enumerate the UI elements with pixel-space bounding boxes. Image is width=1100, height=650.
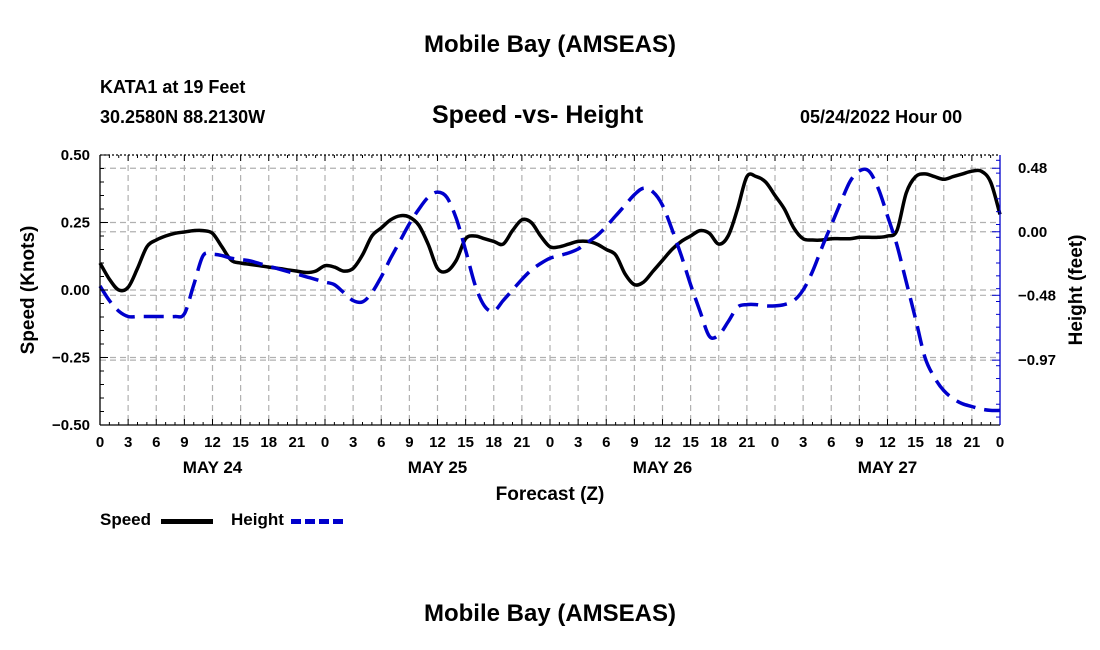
x-tick-label: 6 <box>827 434 835 451</box>
x-tick-label: 0 <box>546 434 554 451</box>
day-label: MAY 27 <box>858 458 918 477</box>
x-tick-label: 9 <box>405 434 413 451</box>
y-tick-label: 0.25 <box>61 215 90 232</box>
legend-speed-label: Speed <box>100 510 152 529</box>
x-tick-label: 9 <box>180 434 188 451</box>
station-coordinates: 30.2580N 88.2130W <box>100 107 266 127</box>
y-tick-label: 0.00 <box>61 282 90 299</box>
chart-subtitle: Speed -vs- Height <box>432 101 644 129</box>
axes: 0 3 6 9 12 15 18 21 0 3 6 9 12 15 18 21 0 3 6 9 12 15 18 21 0 3 6 9… <box>52 147 1056 477</box>
y-tick-label: −0.25 <box>52 350 90 367</box>
grid-lines <box>100 155 1000 425</box>
day-label: MAY 25 <box>408 458 468 477</box>
x-tick-label: 0 <box>996 434 1004 451</box>
chart-title-top: Mobile Bay (AMSEAS) <box>423 31 677 58</box>
y-tick-label: −0.50 <box>52 417 90 434</box>
legend-speed-swatch <box>161 519 213 524</box>
x-tick-label: 9 <box>855 434 863 451</box>
x-tick-label: 3 <box>799 434 807 451</box>
x-tick-label: 6 <box>602 434 610 451</box>
legend-height-label: Height <box>231 510 284 529</box>
x-tick-label: 21 <box>289 434 306 451</box>
x-tick-label: 15 <box>232 434 249 451</box>
x-tick-label: 15 <box>682 434 699 451</box>
x-tick-label: 21 <box>514 434 531 451</box>
x-tick-label: 3 <box>574 434 582 451</box>
x-tick-label: 21 <box>739 434 756 451</box>
x-tick-label: 9 <box>630 434 638 451</box>
y-tick-label: 0.50 <box>61 147 90 164</box>
x-tick-label: 12 <box>879 434 896 451</box>
y-axis-label: Speed (Knots) <box>18 226 39 355</box>
x-tick-label: 6 <box>152 434 160 451</box>
legend-height-swatch <box>291 519 343 524</box>
x-tick-label: 18 <box>935 434 952 451</box>
x-tick-label: 3 <box>349 434 357 451</box>
y2-tick-label: 0.00 <box>1018 224 1047 241</box>
x-tick-label: 18 <box>485 434 502 451</box>
x-axis-label: Forecast (Z) <box>496 484 605 505</box>
series-line-height <box>98 167 1001 413</box>
x-tick-label: 12 <box>654 434 671 451</box>
y2-axis-label: Height (feet) <box>1066 235 1087 346</box>
x-tick-label: 18 <box>260 434 277 451</box>
x-tick-label: 0 <box>771 434 779 451</box>
x-tick-label: 0 <box>321 434 329 451</box>
y2-tick-label: −0.48 <box>1018 287 1056 304</box>
x-tick-label: 6 <box>377 434 385 451</box>
x-tick-label: 18 <box>710 434 727 451</box>
day-label: MAY 24 <box>183 458 243 477</box>
x-tick-label: 15 <box>457 434 474 451</box>
x-tick-label: 12 <box>204 434 221 451</box>
chart-title-bottom: Mobile Bay (AMSEAS) <box>423 600 677 627</box>
forecast-date: 05/24/2022 Hour 00 <box>800 107 963 127</box>
x-tick-label: 3 <box>124 434 132 451</box>
series-line-speed <box>98 168 1002 293</box>
y2-tick-label: 0.48 <box>1018 160 1047 177</box>
station-name: KATA1 at 19 Feet <box>100 77 246 97</box>
y2-tick-label: −0.97 <box>1018 352 1056 369</box>
x-tick-label: 12 <box>429 434 446 451</box>
x-tick-label: 21 <box>964 434 981 451</box>
x-tick-label: 0 <box>96 434 104 451</box>
day-label: MAY 26 <box>633 458 693 477</box>
x-tick-label: 15 <box>907 434 924 451</box>
